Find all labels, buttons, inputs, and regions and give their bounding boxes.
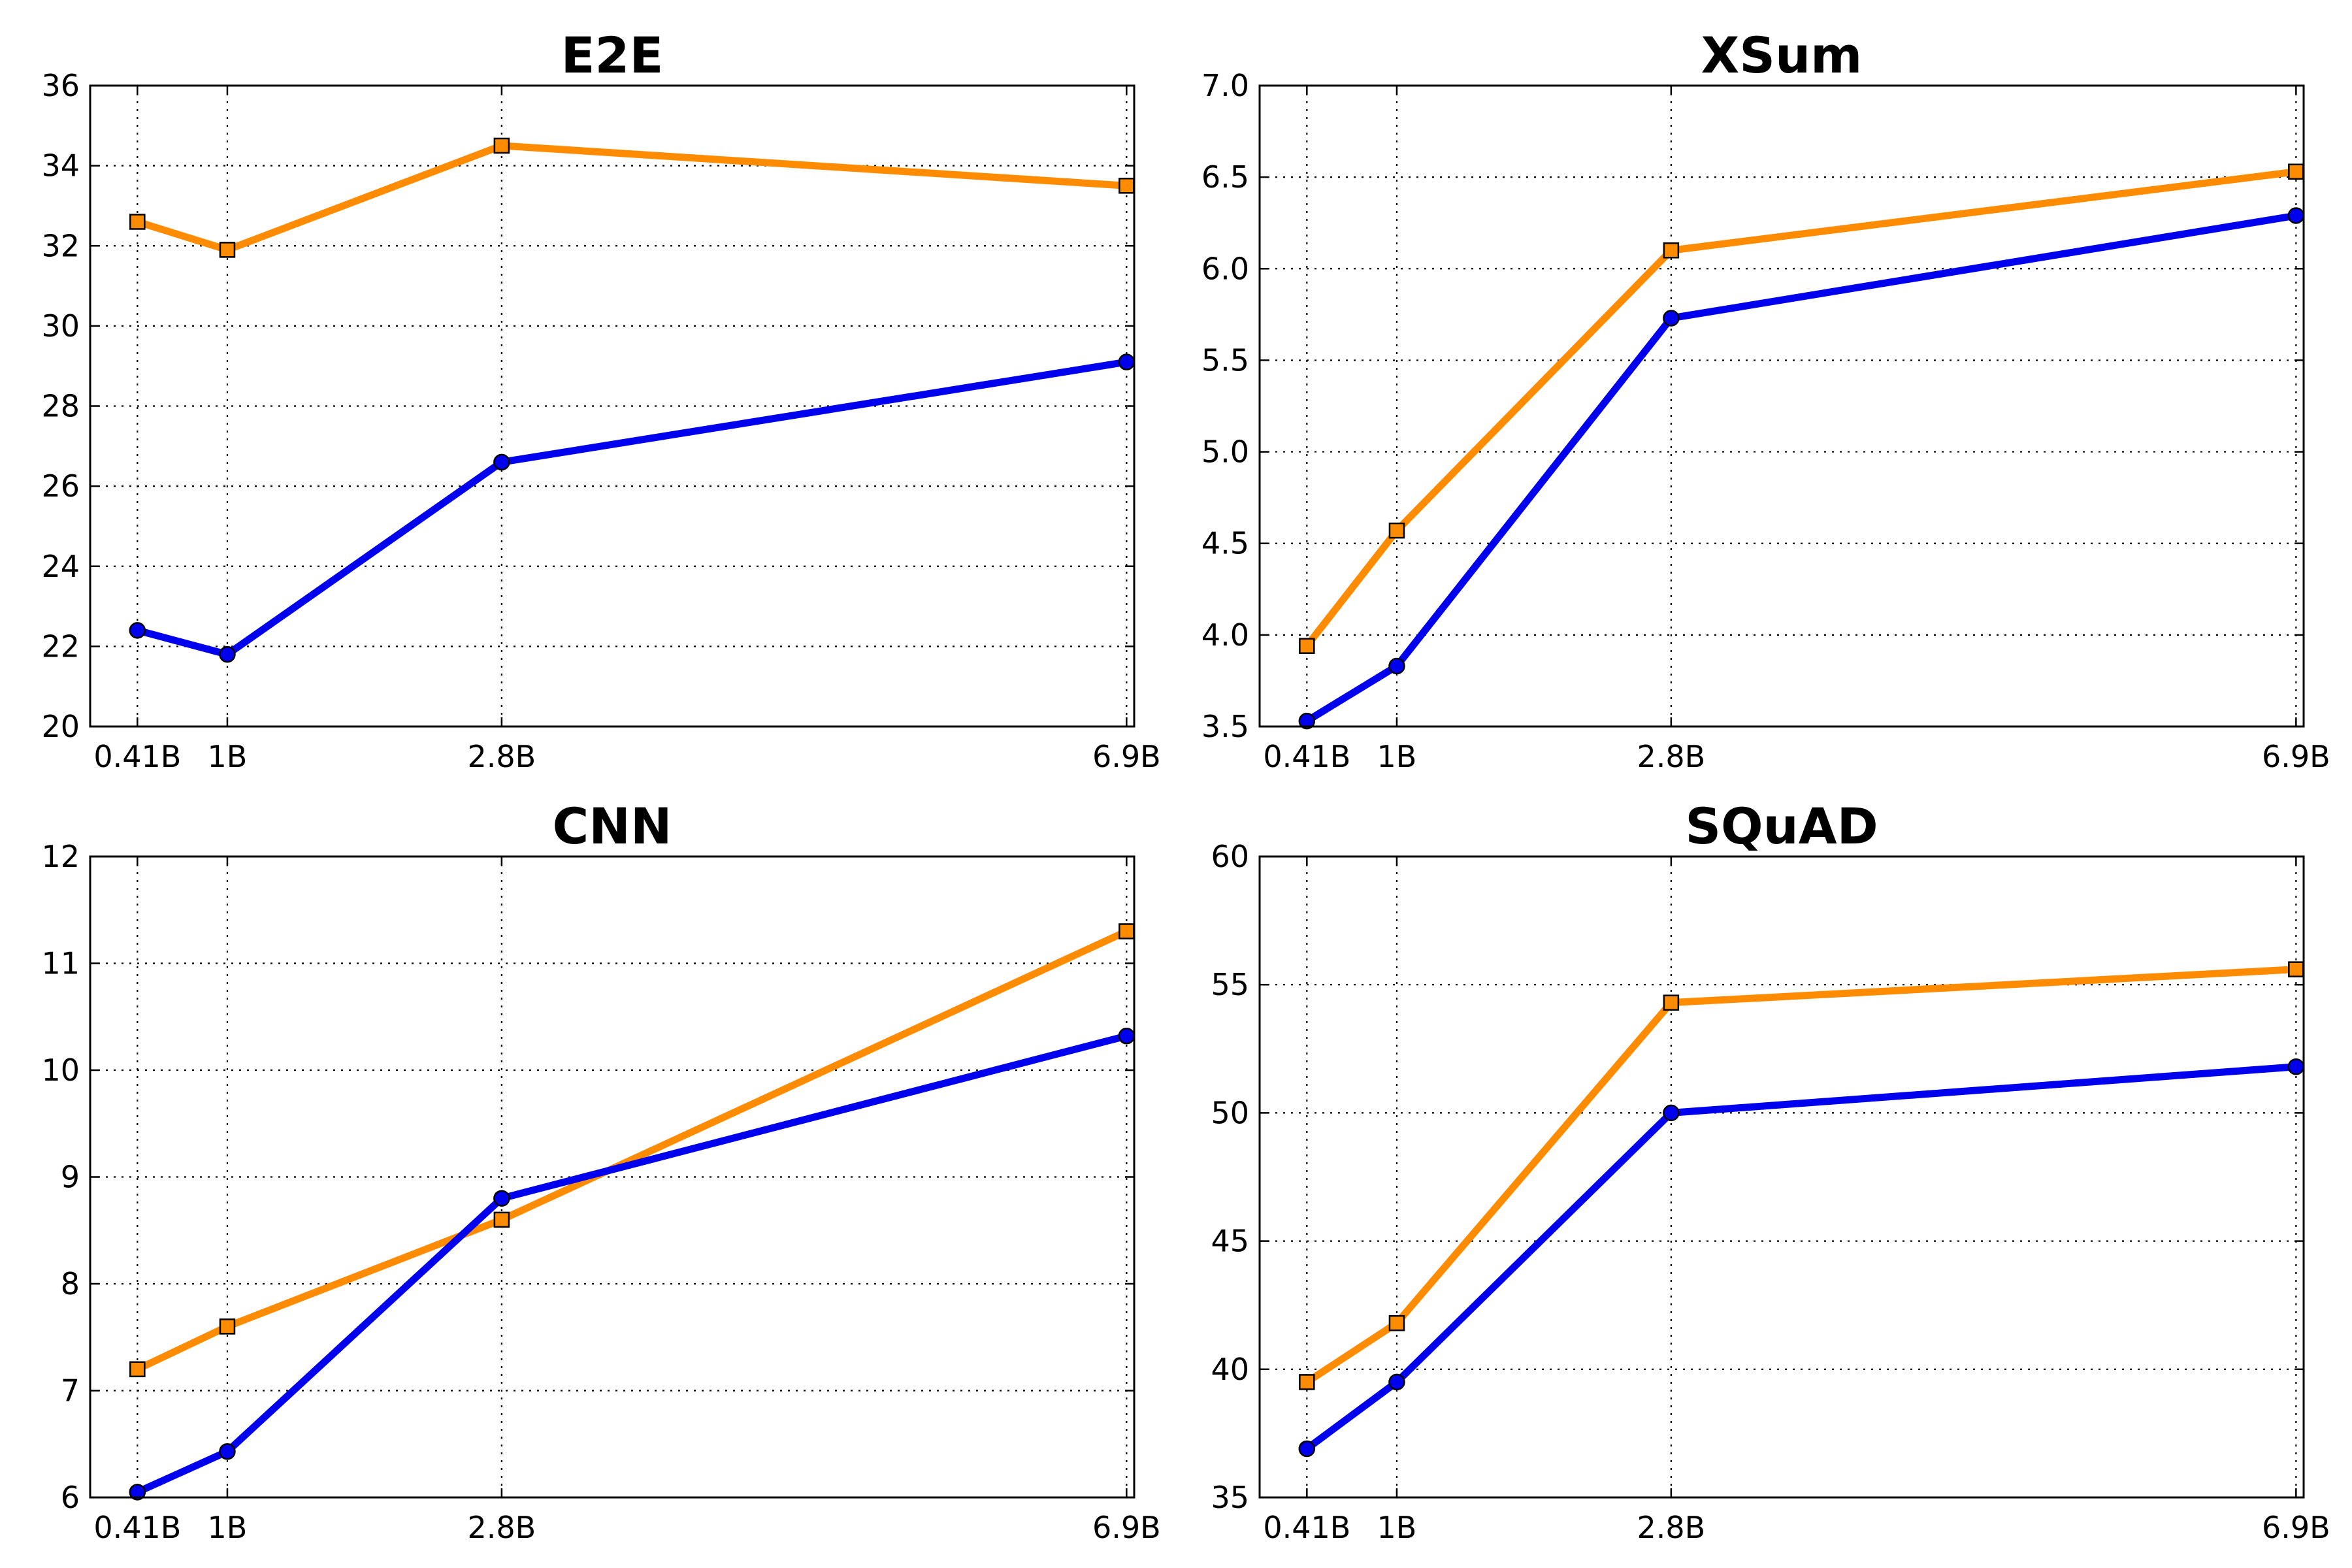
data-point-square [1299, 1374, 1315, 1390]
chart-panel-1: E2E 20 22 24 26 28 30 32 34 36 0.41B 1B 2.8B 6.9B [41, 26, 1160, 774]
data-point-circle [2287, 1058, 2305, 1075]
data-point-square [493, 1211, 510, 1228]
x-tick-label: 6.9B [1092, 739, 1161, 774]
chart-title: SQuAD [1685, 797, 1878, 855]
plot-frame [1258, 84, 2305, 728]
chart-panel-3: CNN 6 7 8 9 10 11 12 0.41B 1B 2.8B 6.9B [41, 797, 1160, 1545]
data-point-circle [219, 1443, 236, 1460]
x-tick-label: 2.8B [1637, 1510, 1706, 1545]
y-tick-label: 50 [1211, 1095, 1249, 1130]
y-tick-label: 12 [41, 839, 80, 874]
data-point-circle [1118, 353, 1135, 370]
data-point-circle [1388, 657, 1405, 675]
x-tick-label: 6.9B [2262, 1510, 2330, 1545]
y-tick-label: 24 [41, 549, 80, 584]
series-line [1303, 966, 2300, 1386]
data-point-square [1388, 1315, 1405, 1331]
data-point-square [1388, 522, 1405, 539]
y-tick-label: 45 [1211, 1224, 1249, 1259]
data-point-circle [493, 1190, 510, 1207]
y-tick-label: 60 [1211, 839, 1249, 874]
x-tick-label: 0.41B [1263, 739, 1350, 774]
series-line [1303, 168, 2300, 650]
data-point-circle [1298, 712, 1316, 730]
x-tick-label: 2.8B [468, 1510, 536, 1545]
x-tick-label: 1B [208, 739, 248, 774]
x-tick-label: 1B [1377, 739, 1417, 774]
data-point-circle [1298, 1440, 1316, 1458]
y-tick-label: 20 [41, 709, 80, 744]
data-point-square [129, 1361, 146, 1378]
series-line [1303, 212, 2300, 725]
series-line [1303, 1063, 2300, 1452]
x-tick-label: 0.41B [93, 739, 181, 774]
y-tick-label: 26 [41, 468, 80, 504]
y-tick-label: 22 [41, 629, 80, 664]
series-line [133, 927, 1130, 1373]
y-tick-label: 3.5 [1201, 709, 1249, 744]
y-tick-label: 8 [61, 1266, 80, 1301]
y-tick-label: 32 [41, 228, 80, 263]
data-point-square [2288, 961, 2304, 977]
series-line [133, 142, 1130, 253]
y-tick-label: 9 [61, 1160, 80, 1195]
data-point-circle [1663, 310, 1680, 327]
plot-frame [89, 855, 1135, 1499]
data-point-square [219, 242, 236, 258]
x-tick-label: 2.8B [468, 739, 536, 774]
y-tick-label: 6 [61, 1480, 80, 1515]
data-point-square [129, 214, 146, 230]
y-tick-label: 7.0 [1201, 68, 1249, 103]
chart-title: E2E [561, 26, 664, 84]
data-point-circle [129, 1484, 146, 1501]
data-point-circle [219, 645, 236, 663]
data-point-circle [493, 453, 510, 471]
y-tick-label: 6.0 [1201, 251, 1249, 286]
data-point-square [493, 137, 510, 154]
data-point-square [219, 1318, 236, 1335]
y-tick-label: 5.5 [1201, 342, 1249, 378]
chart-title: CNN [553, 797, 672, 855]
y-tick-label: 40 [1211, 1352, 1249, 1387]
data-point-circle [1118, 1027, 1135, 1045]
data-point-circle [2287, 207, 2305, 224]
data-point-square [1119, 923, 1135, 939]
data-point-square [1663, 242, 1680, 259]
chart-panel-2: XSum 3.5 4.0 4.5 5.0 5.5 6.0 6.5 7.0 0.41B 1B 2.8B 6… [1201, 26, 2330, 774]
y-tick-label: 30 [41, 308, 80, 344]
data-point-circle [1388, 1373, 1405, 1391]
data-point-square [1119, 178, 1135, 194]
data-point-square [1663, 994, 1680, 1011]
plot-frame [89, 84, 1135, 728]
y-tick-label: 55 [1211, 967, 1249, 1002]
x-tick-label: 2.8B [1637, 739, 1706, 774]
data-point-circle [1663, 1104, 1680, 1122]
data-point-circle [129, 622, 146, 639]
x-tick-label: 1B [208, 1510, 248, 1545]
y-tick-label: 34 [41, 148, 80, 184]
y-tick-label: 11 [41, 946, 80, 981]
y-tick-label: 10 [41, 1053, 80, 1088]
x-tick-label: 6.9B [2262, 739, 2330, 774]
plot-frame [1258, 855, 2305, 1499]
y-tick-label: 5.0 [1201, 434, 1249, 470]
chart-title: XSum [1701, 26, 1863, 84]
y-tick-label: 36 [41, 68, 80, 103]
x-tick-label: 0.41B [1263, 1510, 1350, 1545]
y-tick-label: 6.5 [1201, 159, 1249, 195]
y-tick-label: 4.0 [1201, 617, 1249, 653]
x-tick-label: 6.9B [1092, 1510, 1161, 1545]
data-point-square [1299, 638, 1315, 654]
data-point-square [2288, 163, 2304, 180]
x-tick-label: 0.41B [93, 1510, 181, 1545]
y-tick-label: 7 [61, 1373, 80, 1409]
series-line [133, 358, 1130, 659]
series-line [133, 1032, 1130, 1496]
x-tick-label: 1B [1377, 1510, 1417, 1545]
y-tick-label: 4.5 [1201, 526, 1249, 561]
y-tick-label: 28 [41, 389, 80, 424]
y-tick-label: 35 [1211, 1480, 1249, 1515]
chart-panel-4: SQuAD 35 40 45 50 55 60 0.41B 1B 2.8B 6.9B [1211, 797, 2330, 1545]
